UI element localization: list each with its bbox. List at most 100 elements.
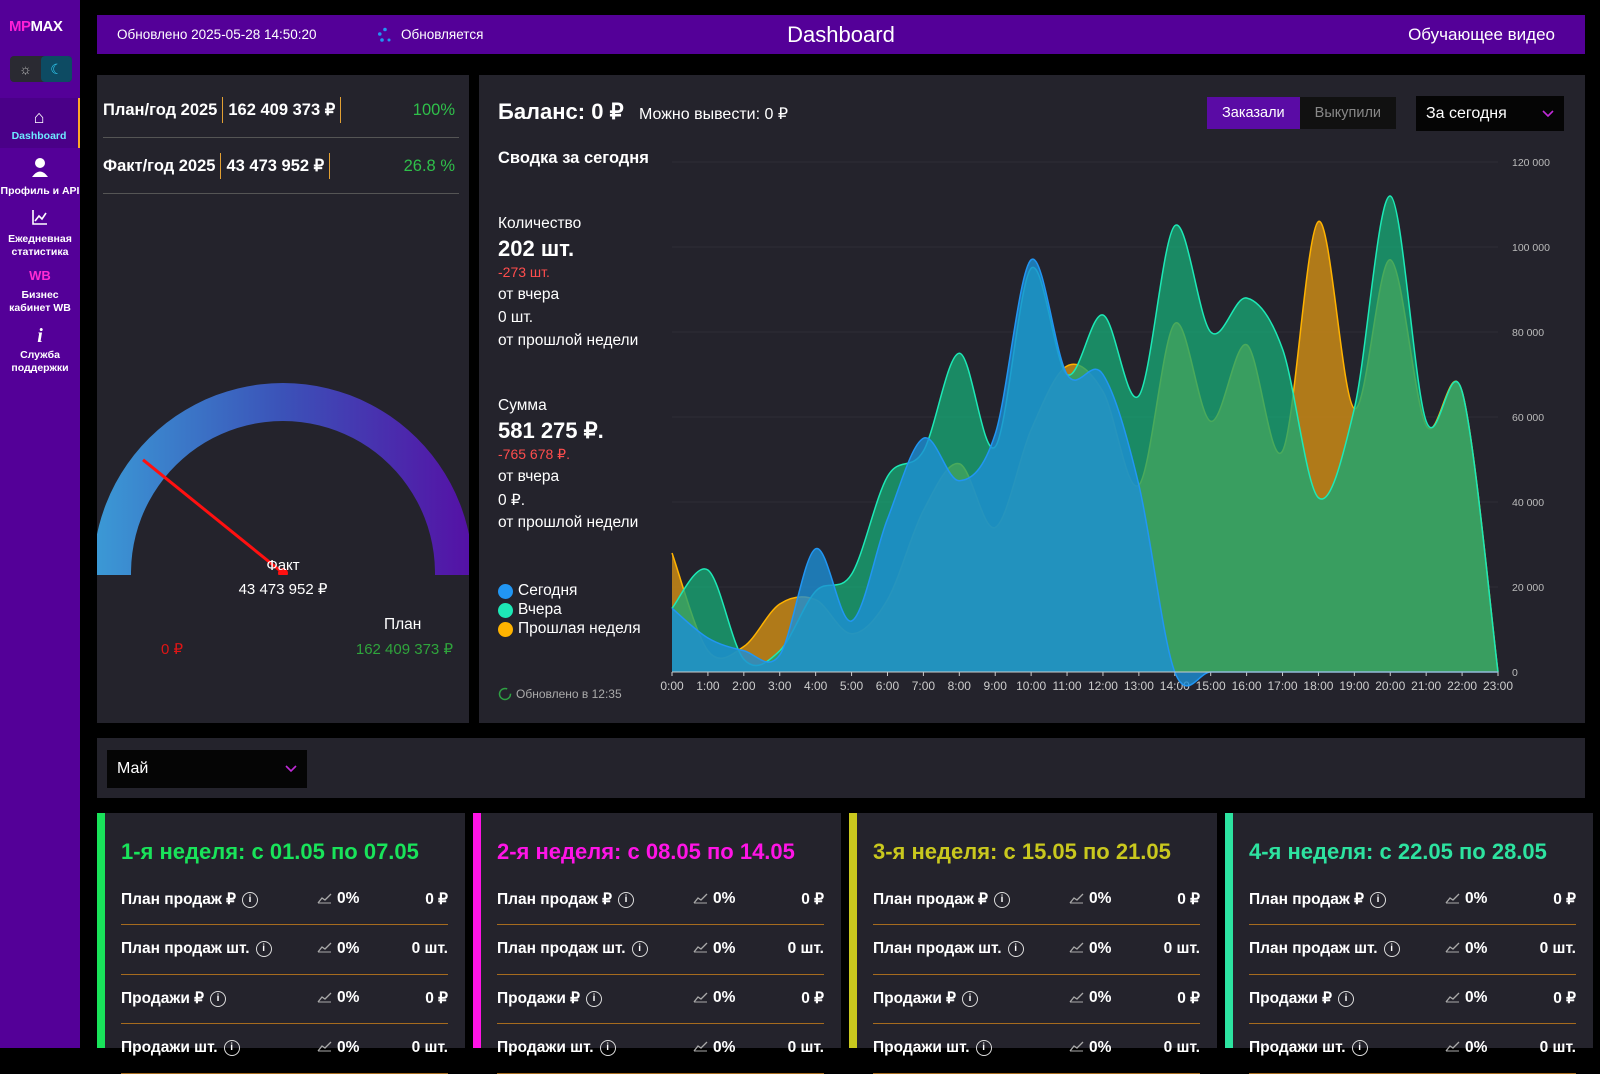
- metric-percent: 0%: [713, 939, 736, 957]
- sun-icon[interactable]: ☼: [19, 61, 32, 77]
- legend-today[interactable]: Сегодня: [498, 582, 577, 600]
- series-yesterday-line: [671, 195, 1499, 673]
- metric-label: Продажи ₽: [121, 990, 205, 1007]
- legend-last-week[interactable]: Прошлая неделя: [498, 620, 641, 638]
- info-icon: i: [37, 325, 43, 347]
- week-metric-row: План продаж шт. i 0% 0 шт.: [121, 926, 448, 975]
- x-tick-label: 5:00: [840, 679, 864, 693]
- metric-percent-wrap: 0%: [1069, 940, 1111, 958]
- metric-label-wrap: План продаж шт. i: [1249, 940, 1400, 958]
- metric-percent-wrap: 0%: [693, 989, 735, 1007]
- row-divider: [121, 1072, 448, 1074]
- chevron-down-icon: [285, 762, 297, 776]
- update-status-label: Обновляется: [401, 27, 484, 42]
- info-icon[interactable]: i: [631, 940, 648, 957]
- withdraw-amount: Можно вывести: 0 ₽: [639, 106, 789, 123]
- chevron-down-icon: [1542, 107, 1554, 121]
- tutorial-video-link[interactable]: Обучающее видео: [1408, 24, 1555, 44]
- trend-icon: [1445, 941, 1460, 956]
- refresh-status: Обновлено в 12:35: [498, 687, 622, 701]
- week-metric-row: План продаж ₽ i 0% 0 ₽: [1249, 876, 1576, 925]
- x-tick-label: 3:00: [768, 679, 792, 693]
- user-icon: [0, 157, 80, 182]
- fact-label: Факт/год 2025: [103, 156, 216, 175]
- metric-value: 0 ₽: [801, 990, 824, 1007]
- bought-button[interactable]: Выкупили: [1299, 97, 1397, 129]
- metric-percent: 0%: [337, 890, 360, 907]
- metric-percent: 0%: [713, 989, 736, 1006]
- trend-icon: [317, 991, 332, 1006]
- x-tick-label: 21:00: [1411, 679, 1441, 693]
- row-divider: [497, 1023, 824, 1024]
- week-metric-row: Продажи шт. i 0% 0 шт.: [1249, 1025, 1576, 1074]
- info-icon[interactable]: i: [1383, 940, 1400, 957]
- info-icon[interactable]: i: [618, 891, 634, 908]
- row-divider: [1249, 1072, 1576, 1074]
- sidebar-item-label: Служба поддержки: [11, 349, 69, 374]
- metric-value: 0 ₽: [1553, 891, 1576, 908]
- metric-percent: 0%: [1089, 939, 1112, 957]
- sum-week-value: 0 ₽.: [498, 492, 526, 509]
- ordered-button[interactable]: Заказали: [1207, 97, 1300, 129]
- metric-label: План продаж ₽: [497, 891, 612, 908]
- metric-label: План продаж шт.: [497, 939, 626, 957]
- metric-label: Продажи ₽: [497, 990, 581, 1007]
- plan-percent: 100%: [412, 100, 455, 119]
- x-tick-label: 16:00: [1232, 679, 1262, 693]
- sidebar-item-profile[interactable]: Профиль и API: [0, 157, 80, 198]
- trend-icon: [1445, 991, 1460, 1006]
- info-icon[interactable]: i: [962, 990, 979, 1007]
- info-icon[interactable]: i: [255, 940, 272, 957]
- sidebar-item-dashboard[interactable]: ⌂ Dashboard: [0, 98, 80, 148]
- info-icon[interactable]: i: [242, 891, 258, 908]
- info-icon[interactable]: i: [994, 891, 1010, 908]
- theme-toggle[interactable]: ☼ ☾: [10, 56, 72, 82]
- week-metric-row: Продажи ₽ i 0% 0 ₽: [121, 975, 448, 1024]
- gauge-needle: [142, 458, 284, 575]
- info-icon[interactable]: i: [1338, 990, 1355, 1007]
- plan-panel: План/год 2025 162 409 373 ₽ 100% Факт/го…: [97, 75, 469, 723]
- spinner-icon: [378, 27, 391, 42]
- sum-from-yesterday: от вчера: [498, 468, 560, 485]
- metric-percent: 0%: [713, 890, 736, 907]
- metric-value: 0 шт.: [1163, 939, 1200, 957]
- sidebar-item-wb[interactable]: WB Бизнес кабинет WB: [0, 266, 80, 315]
- metric-label-wrap: План продаж шт. i: [497, 940, 648, 958]
- sidebar-item-support[interactable]: i Служба поддержки: [0, 326, 80, 375]
- home-icon: ⌂: [33, 107, 45, 127]
- qty-label: Количество: [498, 215, 582, 232]
- metric-percent: 0%: [1089, 890, 1112, 907]
- qty-from-week: от прошлой недели: [498, 332, 639, 349]
- metric-percent: 0%: [337, 939, 360, 957]
- logo[interactable]: MPMAX: [9, 18, 63, 35]
- period-select[interactable]: За сегодня: [1416, 96, 1564, 131]
- metric-percent-wrap: 0%: [1445, 890, 1487, 908]
- week-metric-row: План продаж ₽ i 0% 0 ₽: [873, 876, 1200, 925]
- week-title: 1-я неделя: с 01.05 по 07.05: [121, 839, 419, 864]
- metric-label-wrap: План продаж ₽ i: [873, 890, 1010, 909]
- month-filter-bar: [97, 738, 1585, 798]
- y-tick-label: 40 000: [1512, 497, 1544, 509]
- x-tick-label: 23:00: [1483, 679, 1513, 693]
- trend-icon: [1069, 941, 1084, 956]
- qty-delta: -273 шт.: [498, 264, 550, 280]
- x-tick-label: 0:00: [660, 679, 684, 693]
- info-icon[interactable]: i: [1007, 940, 1024, 957]
- month-select[interactable]: Май: [107, 750, 307, 788]
- metric-percent-wrap: 0%: [693, 940, 735, 958]
- week-metric-row: Продажи шт. i 0% 0 шт.: [497, 1025, 824, 1074]
- sidebar-item-daily-stats[interactable]: Ежедневная статистика: [0, 209, 80, 259]
- trend-icon: [317, 892, 332, 907]
- info-icon[interactable]: i: [210, 990, 227, 1007]
- week-accent-bar: [473, 813, 481, 1048]
- trend-icon: [317, 941, 332, 956]
- week-metric-row: Продажи ₽ i 0% 0 ₽: [873, 975, 1200, 1024]
- info-icon[interactable]: i: [1370, 891, 1386, 908]
- moon-icon[interactable]: ☾: [41, 56, 72, 82]
- legend-dot: [498, 602, 513, 618]
- week-metric-row: Продажи шт. i 0% 0 шт.: [121, 1025, 448, 1074]
- legend-yesterday[interactable]: Вчера: [498, 601, 562, 619]
- metric-label: План продаж ₽: [121, 891, 236, 908]
- x-tick-label: 20:00: [1375, 679, 1405, 693]
- info-icon[interactable]: i: [586, 990, 603, 1007]
